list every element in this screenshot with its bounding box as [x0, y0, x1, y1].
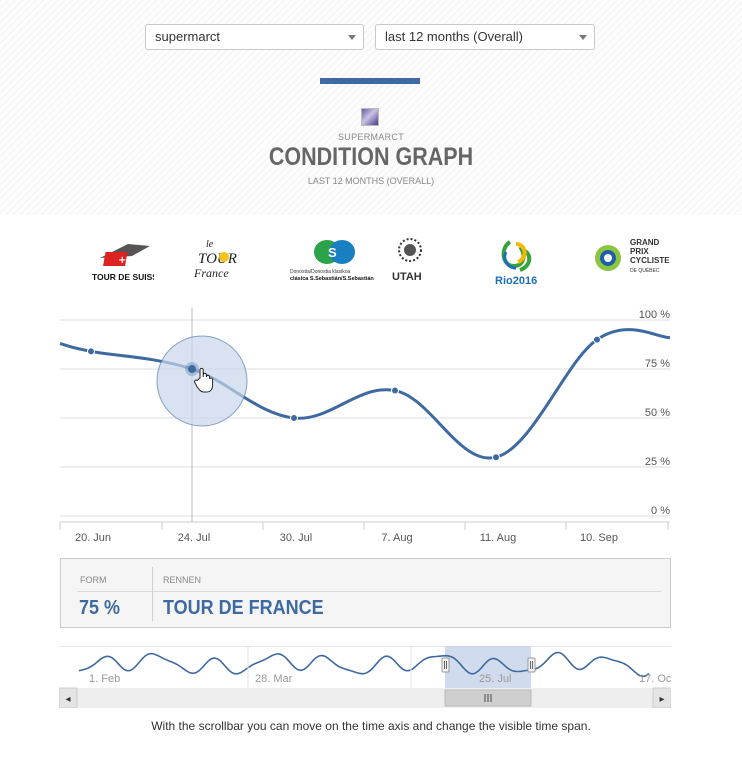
- scrollbar-grip-icon: [484, 694, 492, 702]
- time-navigator[interactable]: 1. Feb 28. Mar 25. Jul 17. Oct ◂ ▸: [59, 646, 671, 708]
- svg-text:DE QUÉBEC: DE QUÉBEC: [630, 267, 660, 274]
- y-tick-label: 50 %: [645, 407, 670, 419]
- page-subtitle: LAST 12 MONTHS (OVERALL): [307, 176, 435, 186]
- hover-highlight: [156, 308, 248, 522]
- race-logo-gp-quebec: GRAND PRIX CYCLISTE DE QUÉBEC: [590, 236, 680, 282]
- data-point: [391, 386, 399, 395]
- y-tick-label: 0 %: [651, 505, 670, 517]
- help-text: With the scrollbar you can move on the t…: [151, 719, 591, 733]
- period-select-value: last 12 months (Overall): [385, 29, 523, 44]
- condition-chart[interactable]: 100 % 75 % 50 % 25 % 0 % 20. Jun 24. Jul 30. J…: [0, 300, 742, 552]
- team-select-value: supermarct: [155, 29, 221, 44]
- scroll-left-button[interactable]: [59, 687, 78, 708]
- y-tick-label: 25 %: [645, 456, 670, 468]
- svg-text:UTAH: UTAH: [392, 271, 422, 283]
- navigator-label: 28. Mar: [255, 673, 293, 685]
- page-title: CONDITION GRAPH: [268, 143, 474, 171]
- race-logo-tour-de-france: le TOUR France: [188, 235, 244, 283]
- svg-text:Donostia/Donostia klasikoa: Donostia/Donostia klasikoa: [290, 269, 351, 275]
- svg-text:S: S: [328, 245, 337, 260]
- svg-text:+: +: [118, 255, 126, 266]
- navigator-handle-right[interactable]: [527, 657, 536, 673]
- tooltip-panel: FORM RENNEN 75 % TOUR DE FRANCE: [60, 558, 671, 628]
- race-value: TOUR DE FRANCE: [163, 597, 324, 619]
- navigator-handle-left[interactable]: [441, 657, 450, 673]
- x-tick-label: 11. Aug: [480, 532, 517, 544]
- data-point: [593, 335, 601, 344]
- tooltip-divider-line: [77, 591, 661, 592]
- svg-text:le: le: [206, 239, 214, 250]
- x-tick-label: 10. Sep: [580, 532, 618, 544]
- arrow-left-icon: ◂: [65, 694, 70, 705]
- accent-divider: [320, 78, 420, 84]
- svg-text:TOUR: TOUR: [198, 251, 237, 267]
- x-tick-label: 20. Jun: [75, 532, 111, 544]
- period-select[interactable]: last 12 months (Overall): [375, 24, 595, 50]
- team-select[interactable]: supermarct: [145, 24, 364, 50]
- navigator-area: [59, 646, 671, 688]
- series-line: [59, 328, 671, 460]
- data-point: [87, 347, 95, 356]
- navigator-labels: 1. Feb 28. Mar 25. Jul 17. Oct: [89, 646, 671, 688]
- svg-text:CYCLISTE: CYCLISTE: [630, 256, 670, 265]
- team-name: SUPERMARCT: [337, 132, 404, 142]
- race-header: RENNEN: [163, 575, 202, 585]
- data-point: [492, 453, 500, 462]
- race-logo-tour-de-suisse: + TOUR DE SUISSE: [88, 238, 164, 284]
- x-tick-label: 7. Aug: [381, 532, 412, 544]
- x-tick-label: 30. Jul: [280, 532, 312, 544]
- race-logo-tour-of-utah: UTAH: [388, 236, 438, 284]
- navigator-series-line: [78, 651, 650, 678]
- x-tick-label: 24. Jul: [178, 532, 210, 544]
- svg-text:France: France: [193, 266, 229, 280]
- race-logo-rio-2016: Rio2016: [492, 238, 544, 287]
- race-logo-clasica-san-sebastian: S Donostia/Donostia klasikoa clásica S.S…: [288, 238, 384, 284]
- svg-text:clásica S.Sebastián/S.Sebastiá: clásica S.Sebastián/S.Sebastián: [290, 276, 374, 282]
- data-point: [290, 414, 298, 422]
- y-tick-label: 75 %: [645, 358, 670, 370]
- chevron-down-icon: [579, 35, 587, 40]
- y-axis-ticks: 100 % 75 % 50 % 25 % 0 %: [639, 309, 670, 517]
- team-logo: [361, 108, 379, 126]
- scrollbar-track[interactable]: [59, 688, 671, 708]
- chart-grid: [60, 319, 670, 517]
- arrow-right-icon: ▸: [659, 694, 664, 705]
- svg-text:Rio2016: Rio2016: [495, 275, 537, 286]
- race-logo-label: TOUR DE SUISSE: [92, 272, 154, 282]
- form-header: FORM: [80, 575, 107, 585]
- hand-cursor-icon: [194, 367, 214, 393]
- header-background: [0, 0, 742, 215]
- navigator-label: 25. Jul: [479, 673, 511, 685]
- svg-text:PRIX: PRIX: [630, 247, 649, 256]
- hover-point: [188, 365, 196, 373]
- scroll-right-button[interactable]: [652, 687, 671, 708]
- x-axis-ticks: 20. Jun 24. Jul 30. Jul 7. Aug 11. Aug 10. Se…: [59, 521, 670, 544]
- chevron-down-icon: [348, 35, 356, 40]
- navigator-selected-range[interactable]: [445, 646, 531, 688]
- form-value: 75 %: [79, 597, 121, 619]
- navigator-label: 1. Feb: [89, 673, 120, 685]
- y-tick-label: 100 %: [639, 309, 670, 321]
- tooltip-column-divider: [152, 567, 153, 621]
- navigator-label: 17. Oct: [639, 673, 671, 685]
- svg-text:GRAND: GRAND: [630, 238, 660, 247]
